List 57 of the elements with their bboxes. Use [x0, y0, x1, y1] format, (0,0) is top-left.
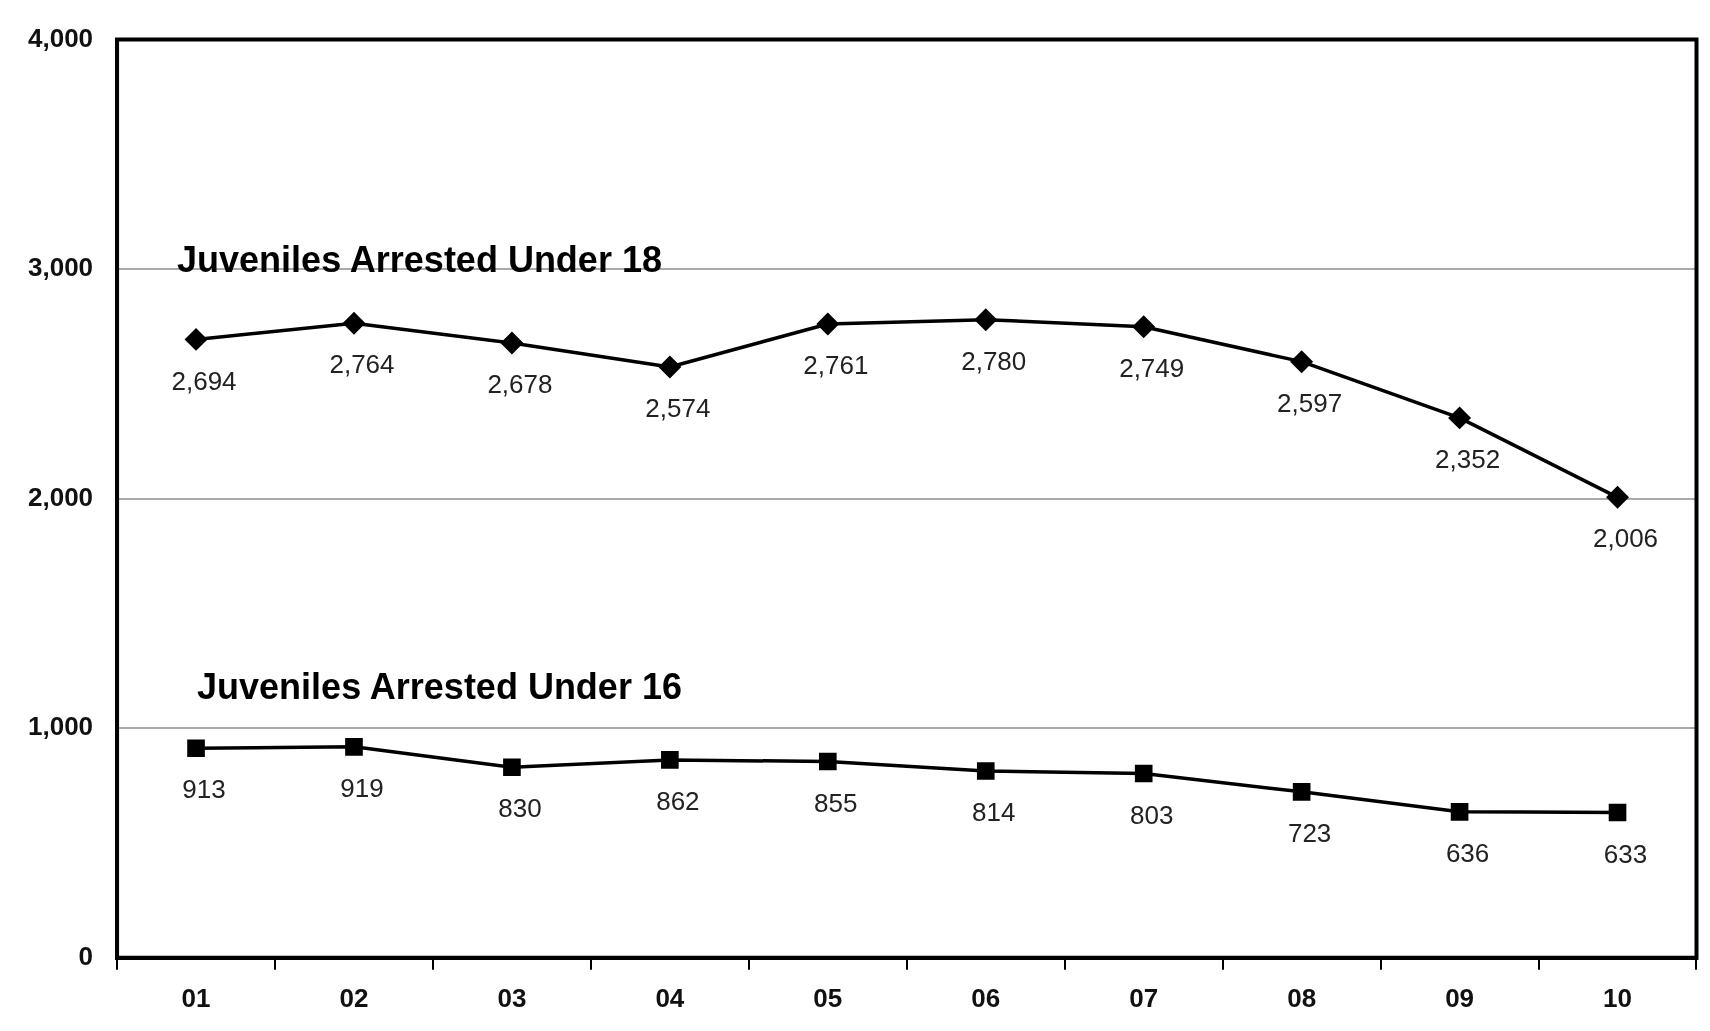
point — [1450, 802, 1469, 821]
data-label: 803 — [1130, 799, 1174, 830]
point — [1290, 350, 1313, 373]
data-label: 2,678 — [487, 369, 553, 400]
data-label: 2,749 — [1119, 352, 1185, 383]
data-label: 636 — [1445, 837, 1490, 868]
x-tick-label: 09 — [1445, 982, 1475, 1013]
point — [1292, 783, 1311, 801]
data-label: 814 — [972, 797, 1016, 828]
point — [185, 328, 207, 351]
data-label: 723 — [1287, 818, 1332, 849]
y-tick-label: 2,000 — [27, 481, 94, 512]
point — [661, 751, 679, 769]
data-label: 2,694 — [171, 365, 237, 396]
point — [976, 762, 995, 780]
data-label: 919 — [340, 773, 384, 804]
y-tick-label: 0 — [78, 940, 94, 971]
data-label: 2,761 — [803, 350, 869, 381]
point — [817, 313, 839, 335]
data-label: 2,574 — [645, 393, 711, 424]
point — [1132, 316, 1155, 338]
x-tick-label: 04 — [655, 982, 685, 1013]
point — [343, 312, 365, 335]
point — [975, 308, 997, 331]
point — [818, 752, 837, 771]
x-tick-label: 08 — [1287, 982, 1317, 1013]
point — [1608, 803, 1627, 822]
x-tick-label: 05 — [813, 982, 843, 1013]
data-label: 633 — [1603, 838, 1648, 869]
point — [501, 332, 523, 354]
x-tick-label: 06 — [971, 982, 1001, 1013]
data-label: 855 — [814, 787, 858, 818]
data-label: 2,352 — [1435, 444, 1501, 475]
point — [187, 739, 205, 758]
data-label: 2,006 — [1592, 523, 1659, 554]
data-label: 2,597 — [1277, 387, 1343, 418]
data-label: 862 — [656, 786, 700, 817]
y-tick-label: 4,000 — [27, 22, 94, 53]
data-label: 2,780 — [961, 345, 1027, 376]
x-tick-label: 02 — [339, 982, 369, 1013]
x-tick-label: 07 — [1129, 982, 1159, 1013]
point — [1606, 486, 1629, 509]
y-tick-label: 3,000 — [27, 252, 94, 283]
x-tick-label: 10 — [1603, 982, 1632, 1013]
x-tick-label: 03 — [497, 982, 527, 1013]
point — [1448, 407, 1471, 429]
point — [345, 738, 363, 756]
data-label: 830 — [498, 793, 542, 824]
x-tick-label: 01 — [181, 982, 211, 1013]
series-label: Juveniles Arrested Under 18 — [177, 238, 662, 280]
point — [659, 356, 681, 378]
y-tick-label: 1,000 — [27, 711, 94, 742]
point — [1134, 764, 1153, 783]
data-label: 2,764 — [329, 349, 395, 380]
data-label: 913 — [182, 774, 226, 805]
series-label: Juveniles Arrested Under 16 — [197, 665, 682, 707]
point — [503, 758, 521, 777]
